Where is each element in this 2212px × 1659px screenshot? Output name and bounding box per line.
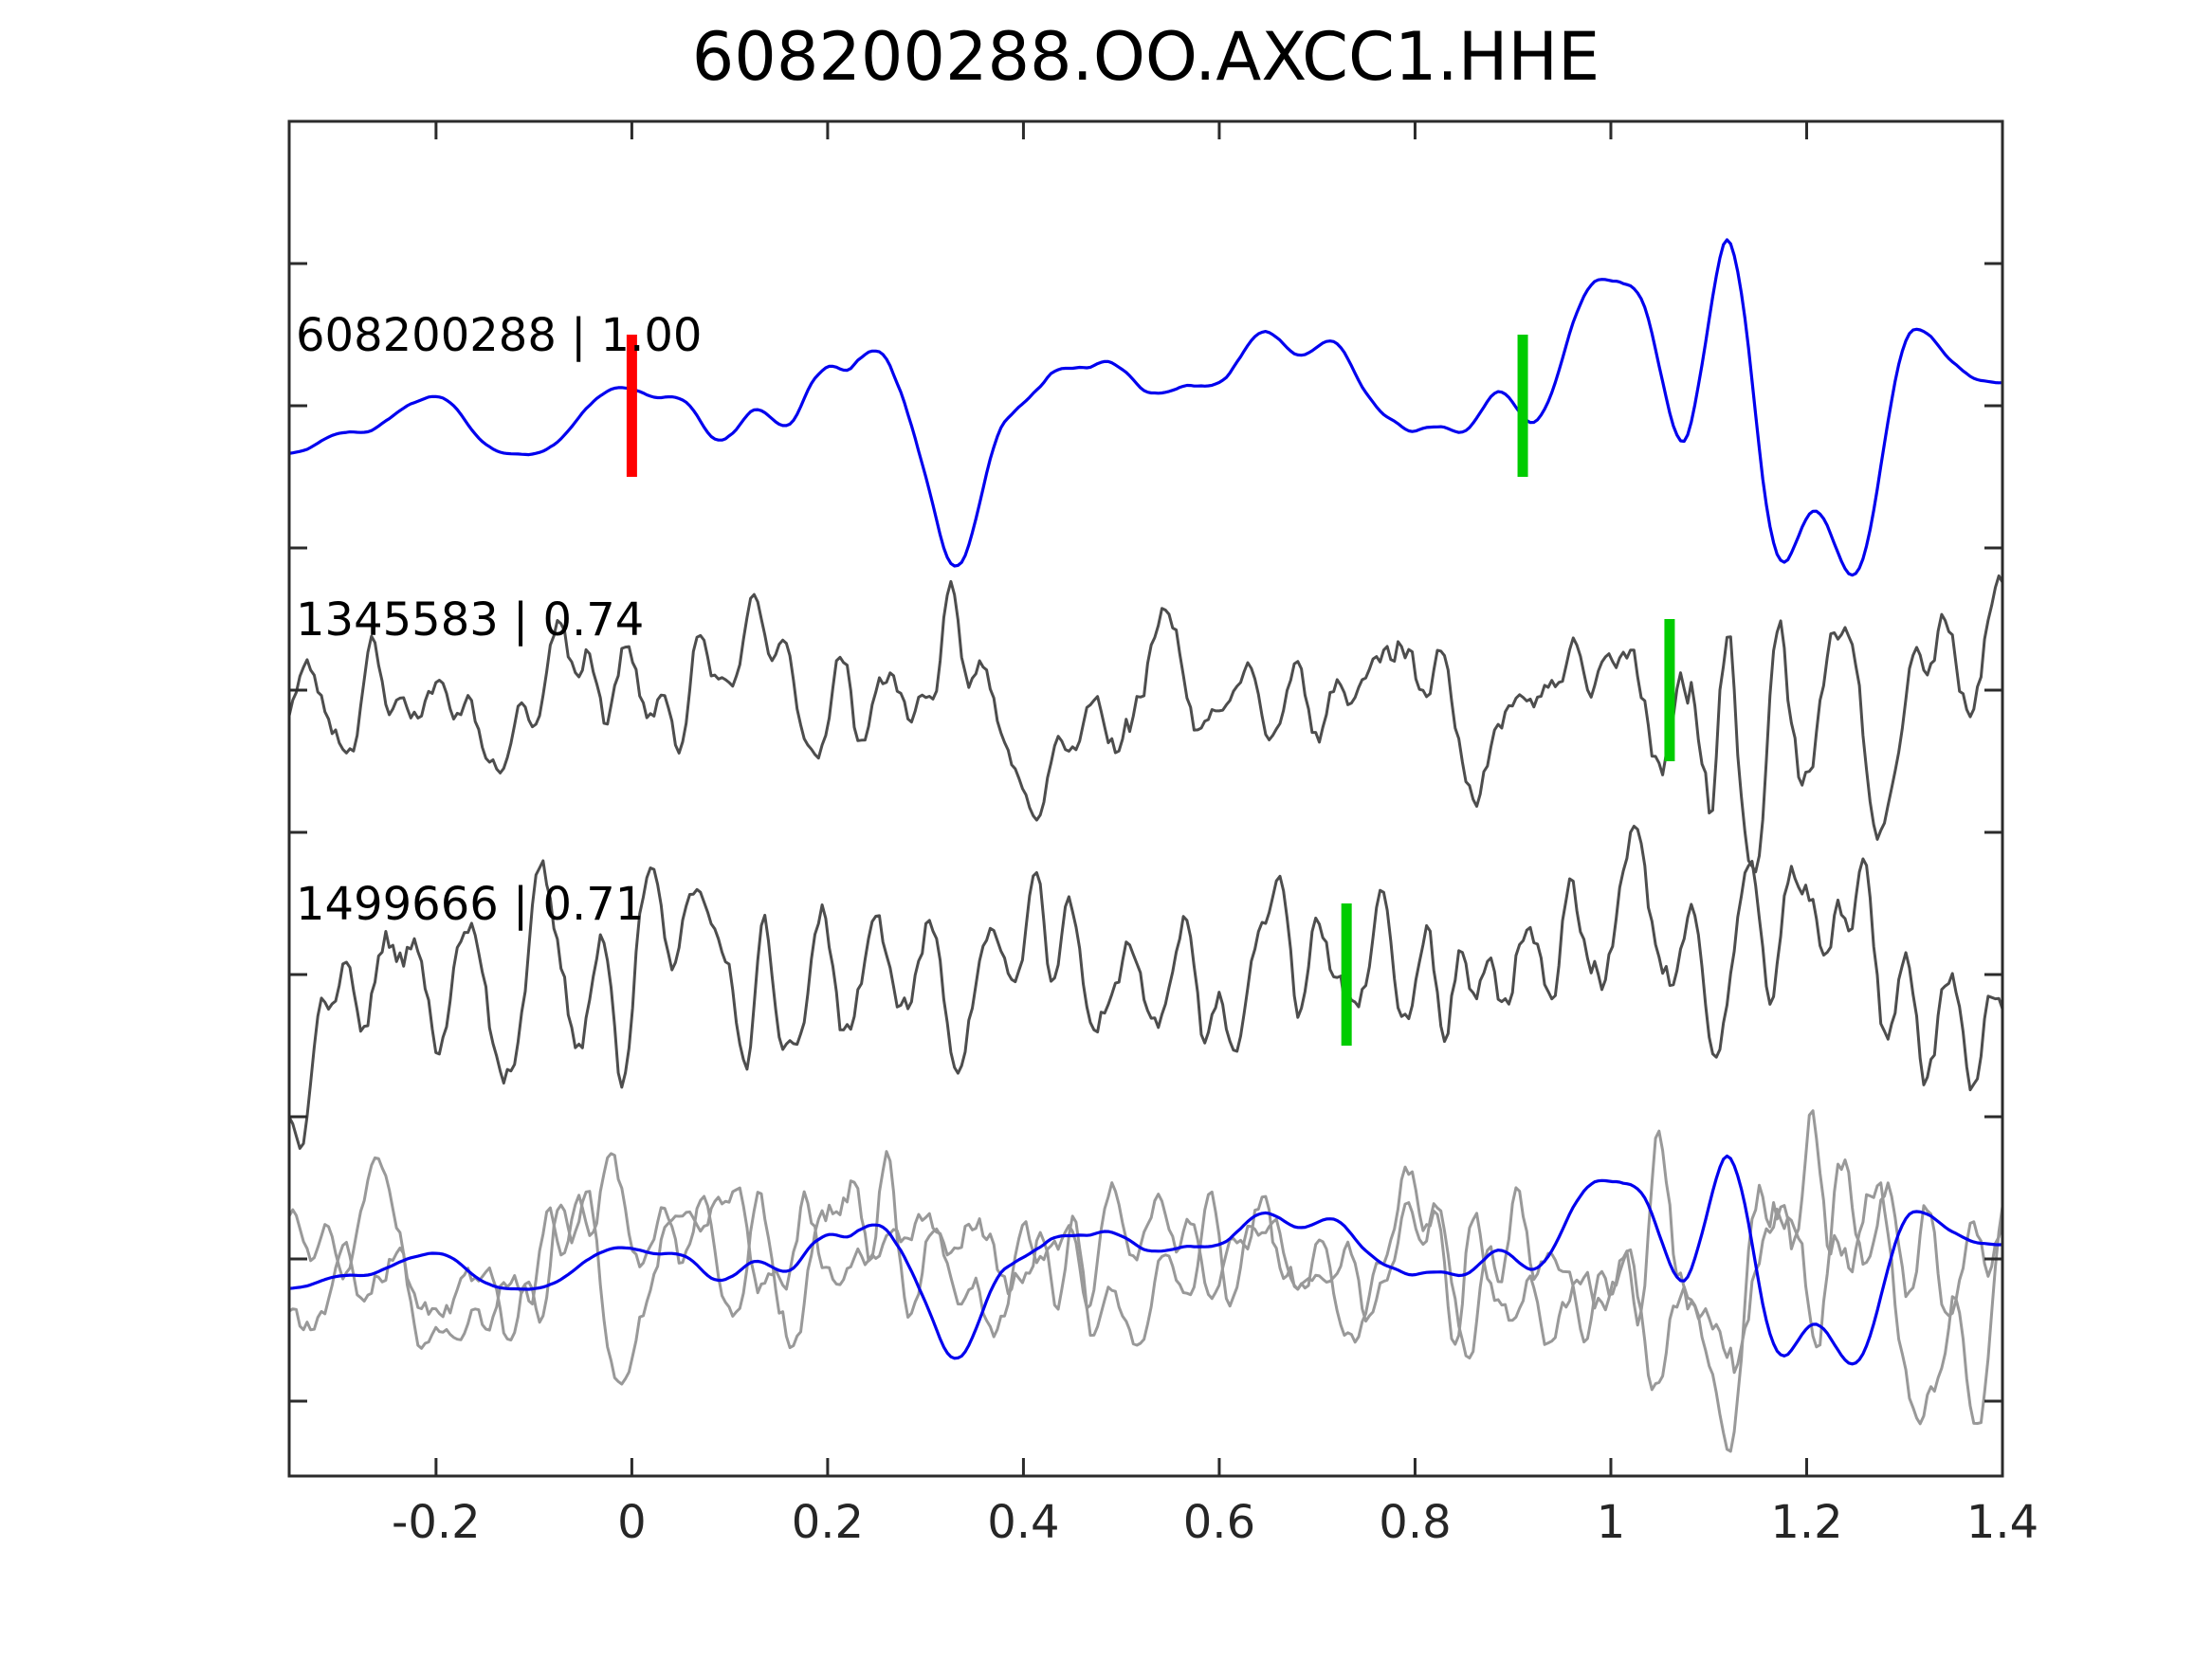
x-tick-label-1.4: 1.4 xyxy=(1966,1496,2038,1549)
x-tick-label-0.2: 0.2 xyxy=(792,1496,864,1549)
x-tick-label-0.4: 0.4 xyxy=(987,1496,1059,1549)
trace-1499666 xyxy=(289,825,2002,1150)
x-tick-label-0.8: 0.8 xyxy=(1379,1496,1451,1549)
waveform-traces xyxy=(289,238,2002,1453)
chart-title: 608200288.OO.AXCC1.HHE xyxy=(691,18,1600,96)
trace-stack-template xyxy=(289,1154,2002,1366)
x-tick-label--0.2: -0.2 xyxy=(392,1496,481,1549)
x-tick-label-0.6: 0.6 xyxy=(1183,1496,1255,1549)
trace-608200288 xyxy=(289,238,2002,577)
plot-border xyxy=(287,119,2004,1478)
x-tick-label-1.2: 1.2 xyxy=(1770,1496,1842,1549)
trace-label-1345583: 1345583 | 0.74 xyxy=(296,593,645,647)
trace-label-608200288: 608200288 | 1.00 xyxy=(296,309,703,362)
x-tick-label-1: 1 xyxy=(1597,1496,1626,1549)
x-tick-label-0: 0 xyxy=(617,1496,647,1549)
x-axis-tick-labels: -0.2 0 0.2 0.4 0.6 0.8 1 1.2 1.4 xyxy=(392,1496,2038,1549)
trace-stack-detection-1 xyxy=(289,1129,2002,1386)
axes xyxy=(289,121,2004,1476)
pick-markers xyxy=(626,335,1675,1046)
trace-1345583 xyxy=(289,574,2002,874)
trace-stack-detection-2 xyxy=(289,1109,2002,1453)
trace-label-1499666: 1499666 | 0.71 xyxy=(296,878,645,931)
